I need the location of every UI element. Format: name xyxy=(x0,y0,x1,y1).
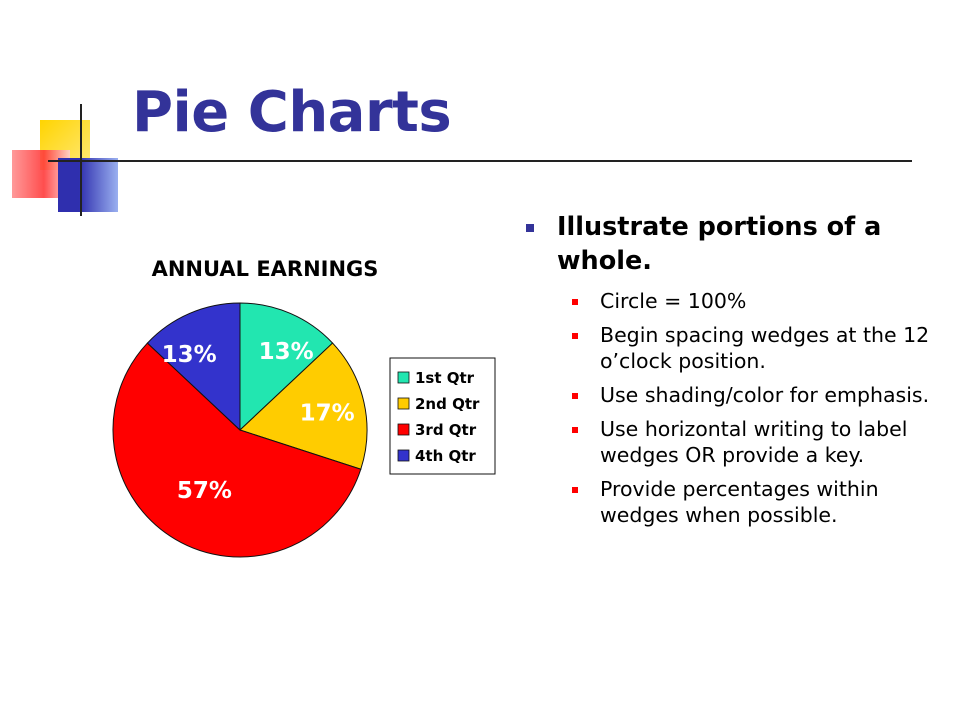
pie-slice-1st-qtr xyxy=(239,302,334,432)
sub-bullet-text: Use horizontal writing to label wedges O… xyxy=(600,417,908,467)
chart-legend: 1st Qtr 2nd Qtr 3rd Qtr 4th Qtr xyxy=(389,357,496,475)
pie-slice-2nd-qtr xyxy=(239,342,368,470)
sub-bullet: Begin spacing wedges at the 12 o’clock p… xyxy=(520,322,950,374)
decor-blue-square xyxy=(58,158,118,212)
bullet-square-icon xyxy=(572,333,578,339)
bullet-square-icon xyxy=(572,299,578,305)
legend-swatch xyxy=(397,423,410,436)
pie-slice-4th-qtr xyxy=(146,302,241,432)
pie-slice-label: 57% xyxy=(177,478,232,504)
sub-bullet-text: Circle = 100% xyxy=(600,289,747,313)
legend-label: 4th Qtr xyxy=(415,447,476,465)
main-bullet-text: Illustrate portions of a whole. xyxy=(557,212,882,276)
legend-label: 3rd Qtr xyxy=(415,421,477,439)
legend-label: 2nd Qtr xyxy=(415,395,480,413)
pie-slices xyxy=(112,302,368,558)
legend-swatch xyxy=(397,449,410,462)
pie-chart: ANNUAL EARNINGS 13% 17% 57% 13% 1st Qtr 2nd … xyxy=(112,257,496,558)
pie-slice-label: 13% xyxy=(259,339,314,365)
pie-slice-3rd-qtr xyxy=(112,342,362,558)
sub-bullet: Use horizontal writing to label wedges O… xyxy=(520,416,950,468)
sub-bullet: Circle = 100% xyxy=(520,288,950,314)
decor-horizontal-rule xyxy=(48,160,912,162)
sub-bullet-list: Circle = 100% Begin spacing wedges at th… xyxy=(520,288,950,528)
pie-slice-label: 17% xyxy=(300,400,355,426)
slide-title: Pie Charts xyxy=(132,80,452,145)
bullet-square-icon xyxy=(572,487,578,493)
main-bullet: Illustrate portions of a whole. xyxy=(520,210,950,278)
sub-bullet-text: Begin spacing wedges at the 12 o’clock p… xyxy=(600,323,930,373)
bullet-square-icon xyxy=(526,224,534,232)
sub-bullet-text: Provide percentages within wedges when p… xyxy=(600,477,879,527)
pie-slice-labels: 13% 17% 57% 13% xyxy=(162,339,355,504)
bullet-square-icon xyxy=(572,393,578,399)
sub-bullet-text: Use shading/color for emphasis. xyxy=(600,383,930,407)
sub-bullet: Provide percentages within wedges when p… xyxy=(520,476,950,528)
legend-label: 1st Qtr xyxy=(415,369,475,387)
bullet-list: Illustrate portions of a whole. Circle =… xyxy=(520,210,950,536)
bullet-square-icon xyxy=(572,427,578,433)
legend-swatch xyxy=(397,371,410,384)
legend-swatch xyxy=(397,397,410,410)
sub-bullet: Use shading/color for emphasis. xyxy=(520,382,950,408)
chart-title: ANNUAL EARNINGS xyxy=(152,257,379,281)
pie-slice-label: 13% xyxy=(162,342,217,368)
